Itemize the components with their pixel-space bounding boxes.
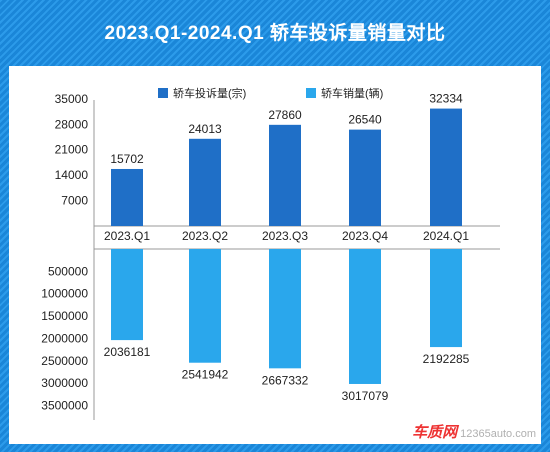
top-tick-label-5: 7000 [61, 194, 88, 208]
bottom-tick-label-5: 2500000 [41, 354, 88, 368]
sales-value-5: 2192285 [423, 352, 470, 366]
complaint-value-3: 27860 [268, 108, 302, 122]
sales-value-4: 3017079 [342, 389, 389, 403]
complaint-bar-2 [189, 138, 221, 226]
bottom-tick-label-3: 1500000 [41, 309, 88, 323]
bottom-tick-label-7: 3500000 [41, 399, 88, 413]
bottom-tick-label-2: 1000000 [41, 287, 88, 301]
bottom-tick-label-1: 500000 [48, 264, 88, 278]
category-label-5: 2024.Q1 [423, 229, 469, 243]
watermark-site: 12365auto.com [460, 428, 536, 440]
legend-swatch-2 [306, 88, 316, 98]
complaint-value-1: 15702 [110, 152, 144, 166]
complaint-value-5: 32334 [429, 92, 463, 106]
sales-value-3: 2667332 [262, 373, 309, 387]
watermark-brand: 车质网 [412, 424, 458, 441]
legend-label-1: 轿车投诉量(宗) [173, 86, 246, 100]
legend-label-2: 轿车销量(辆) [321, 86, 383, 100]
watermark: 车质网 12365auto.com [412, 421, 536, 442]
bottom-tick-label-4: 2000000 [41, 331, 88, 345]
top-tick-label-3: 21000 [55, 143, 89, 157]
bottom-tick-label-6: 3000000 [41, 376, 88, 390]
category-label-1: 2023.Q1 [104, 229, 150, 243]
sales-bar-2 [189, 249, 221, 363]
complaint-bar-1 [111, 168, 143, 226]
sales-bar-4 [349, 249, 381, 384]
legend-swatch-1 [158, 88, 168, 98]
complaint-bar-5 [430, 108, 462, 226]
complaint-bar-3 [269, 124, 301, 226]
sales-bar-1 [111, 249, 143, 341]
complaint-value-4: 26540 [348, 113, 382, 127]
sales-value-1: 2036181 [104, 345, 151, 359]
complaint-bar-4 [349, 129, 381, 226]
category-label-3: 2023.Q3 [262, 229, 308, 243]
category-label-2: 2023.Q2 [182, 229, 228, 243]
complaint-value-2: 24013 [188, 122, 222, 136]
chart-title: 2023.Q1-2024.Q1 轿车投诉量销量对比 [104, 23, 446, 44]
top-tick-label-4: 14000 [55, 168, 89, 182]
top-tick-label-1: 35000 [55, 92, 89, 106]
top-tick-label-2: 28000 [55, 117, 89, 131]
category-label-4: 2023.Q4 [342, 229, 388, 243]
sales-value-2: 2541942 [182, 368, 229, 382]
sales-bar-3 [269, 249, 301, 369]
sales-bar-5 [430, 249, 462, 348]
